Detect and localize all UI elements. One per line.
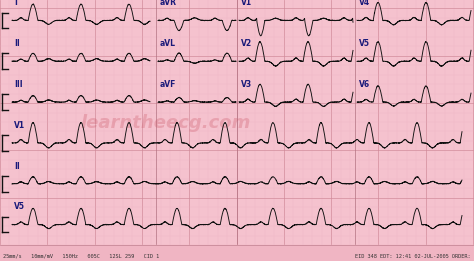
Text: learntheecg.com: learntheecg.com xyxy=(81,114,251,132)
Text: EID 348 EDT: 12:41 02-JUL-2005 ORDER:: EID 348 EDT: 12:41 02-JUL-2005 ORDER: xyxy=(356,253,471,258)
Text: aVF: aVF xyxy=(160,80,176,89)
Text: III: III xyxy=(14,80,23,89)
Text: aVL: aVL xyxy=(160,39,176,48)
Text: V5: V5 xyxy=(14,203,25,211)
Text: V2: V2 xyxy=(241,39,252,48)
Text: V4: V4 xyxy=(359,0,370,7)
Text: V1: V1 xyxy=(241,0,252,7)
Text: aVR: aVR xyxy=(160,0,177,7)
Text: 25mm/s   10mm/mV   150Hz   005C   12SL 259   CID 1: 25mm/s 10mm/mV 150Hz 005C 12SL 259 CID 1 xyxy=(3,253,159,258)
Text: V3: V3 xyxy=(241,80,252,89)
Text: II: II xyxy=(14,162,20,171)
Text: V5: V5 xyxy=(359,39,370,48)
Text: I: I xyxy=(14,0,17,7)
Text: V1: V1 xyxy=(14,121,25,130)
Text: II: II xyxy=(14,39,20,48)
Text: V6: V6 xyxy=(359,80,370,89)
